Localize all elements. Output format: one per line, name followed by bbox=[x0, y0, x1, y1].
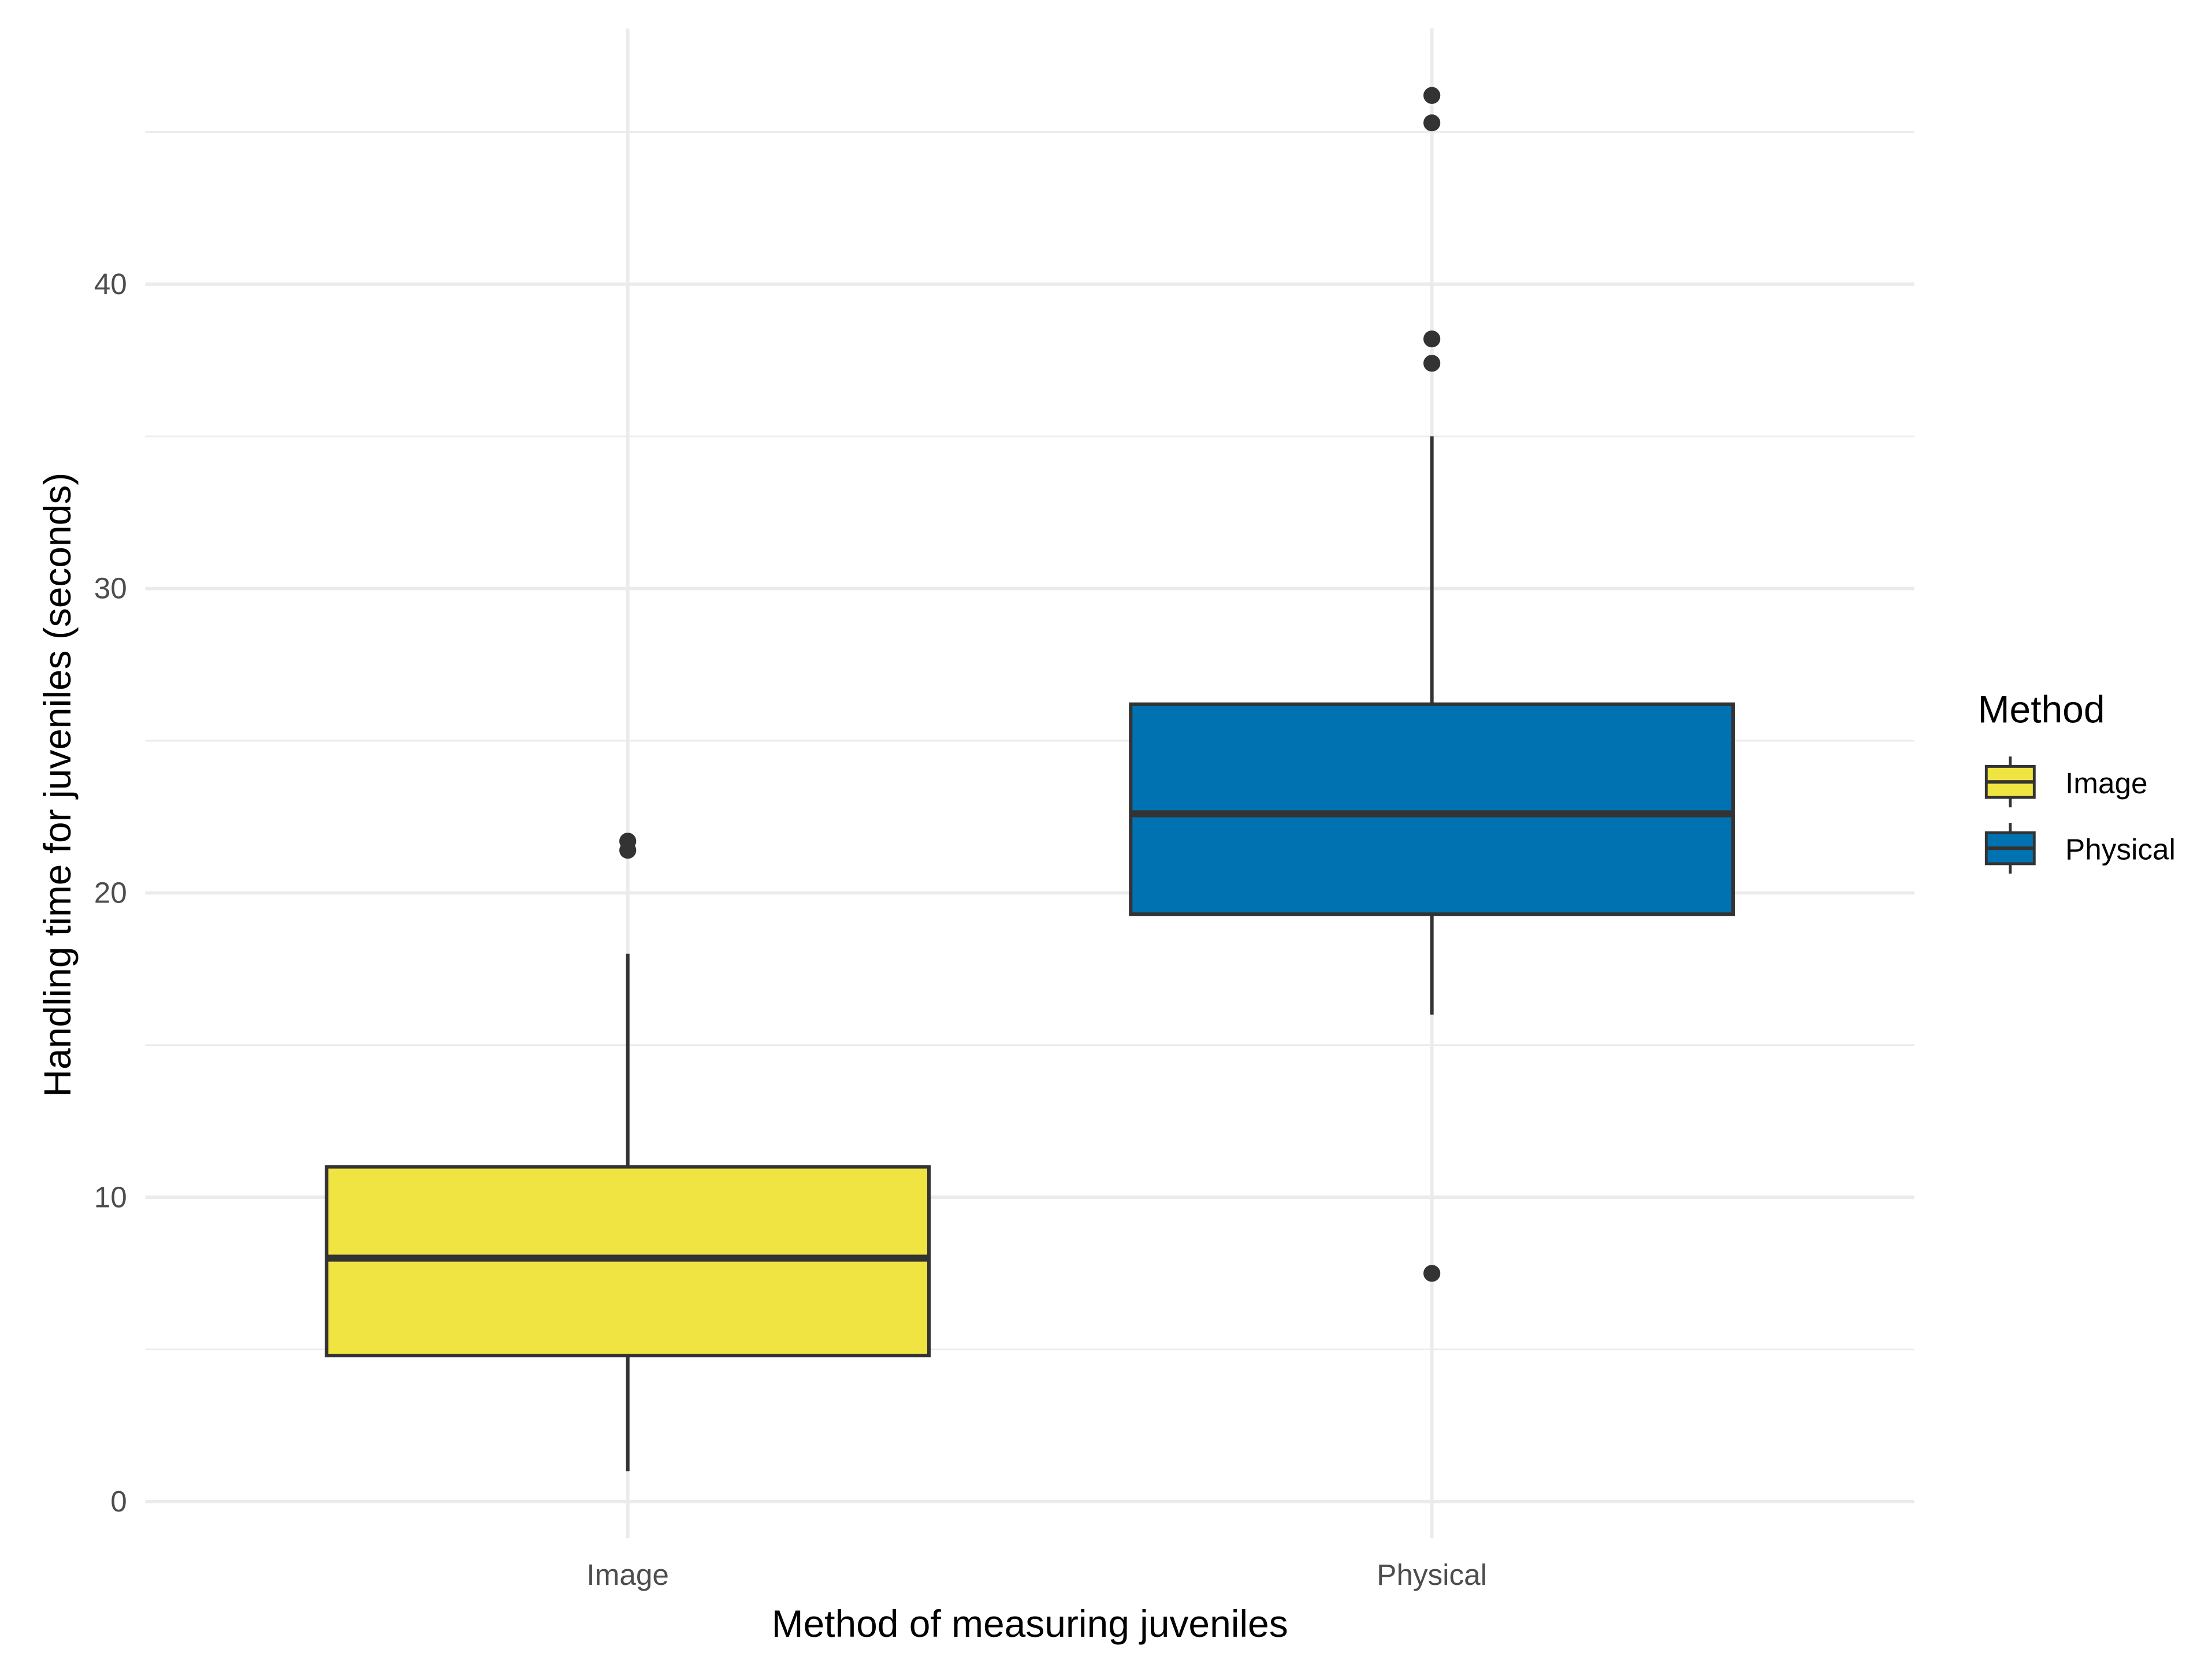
y-tick-labels: 0 10 20 30 40 bbox=[94, 268, 127, 1518]
outlier-point bbox=[1423, 355, 1441, 372]
box-image bbox=[325, 833, 931, 1472]
outlier-point bbox=[619, 833, 637, 850]
boxes bbox=[325, 87, 1735, 1472]
legend-item-physical: Physical bbox=[1984, 823, 2176, 874]
y-tick-label: 40 bbox=[94, 268, 127, 300]
legend: Method Image Physical bbox=[1978, 688, 2176, 874]
y-axis-label: Handling time for juveniles (seconds) bbox=[36, 473, 79, 1097]
outlier-point bbox=[1423, 114, 1441, 132]
legend-label: Physical bbox=[2065, 833, 2176, 866]
outlier-point bbox=[1423, 330, 1441, 348]
x-axis-label: Method of measuring juveniles bbox=[772, 1602, 1288, 1645]
outlier-point bbox=[1423, 1265, 1441, 1282]
legend-label: Image bbox=[2065, 767, 2147, 800]
y-tick-label: 10 bbox=[94, 1180, 127, 1213]
y-tick-label: 0 bbox=[110, 1485, 127, 1518]
y-tick-label: 20 bbox=[94, 876, 127, 909]
y-tick-label: 30 bbox=[94, 572, 127, 605]
legend-title: Method bbox=[1978, 688, 2105, 731]
box-iqr bbox=[1129, 702, 1735, 916]
x-tick-label: Physical bbox=[1377, 1558, 1487, 1591]
x-tick-labels: Image Physical bbox=[586, 1558, 1487, 1591]
x-tick-label: Image bbox=[586, 1558, 668, 1591]
legend-item-image: Image bbox=[1984, 756, 2148, 808]
box-physical bbox=[1129, 87, 1735, 1282]
outlier-point bbox=[1423, 87, 1441, 104]
